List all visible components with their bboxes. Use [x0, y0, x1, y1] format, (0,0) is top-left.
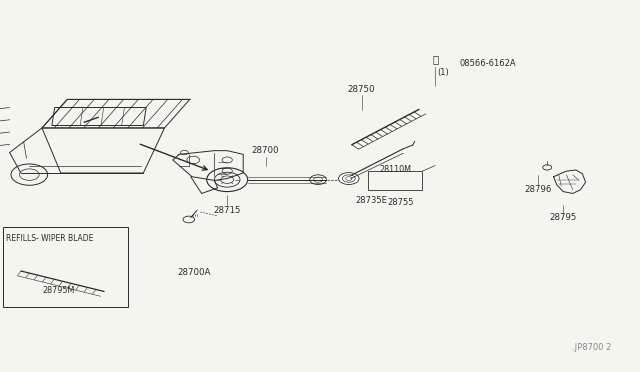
Text: 08566-6162A: 08566-6162A — [460, 59, 516, 68]
Text: Ⓢ: Ⓢ — [432, 55, 438, 64]
Text: 28750: 28750 — [348, 85, 375, 94]
Text: .JP8700 2: .JP8700 2 — [572, 343, 612, 352]
Text: 28735E: 28735E — [355, 196, 387, 205]
Text: 28700: 28700 — [252, 146, 279, 155]
Text: 28796: 28796 — [524, 185, 551, 194]
Bar — [368, 171, 422, 190]
Text: REFILLS- WIPER BLADE: REFILLS- WIPER BLADE — [6, 234, 94, 243]
Text: 28755: 28755 — [387, 198, 414, 207]
Text: 28700A: 28700A — [177, 268, 211, 277]
Circle shape — [339, 173, 359, 185]
Text: (1): (1) — [438, 68, 449, 77]
Bar — [3, 227, 128, 307]
Text: 28715: 28715 — [214, 206, 241, 215]
Text: 28110M: 28110M — [380, 165, 412, 174]
Text: 28795: 28795 — [550, 213, 577, 222]
Text: 28795M: 28795M — [43, 286, 75, 295]
